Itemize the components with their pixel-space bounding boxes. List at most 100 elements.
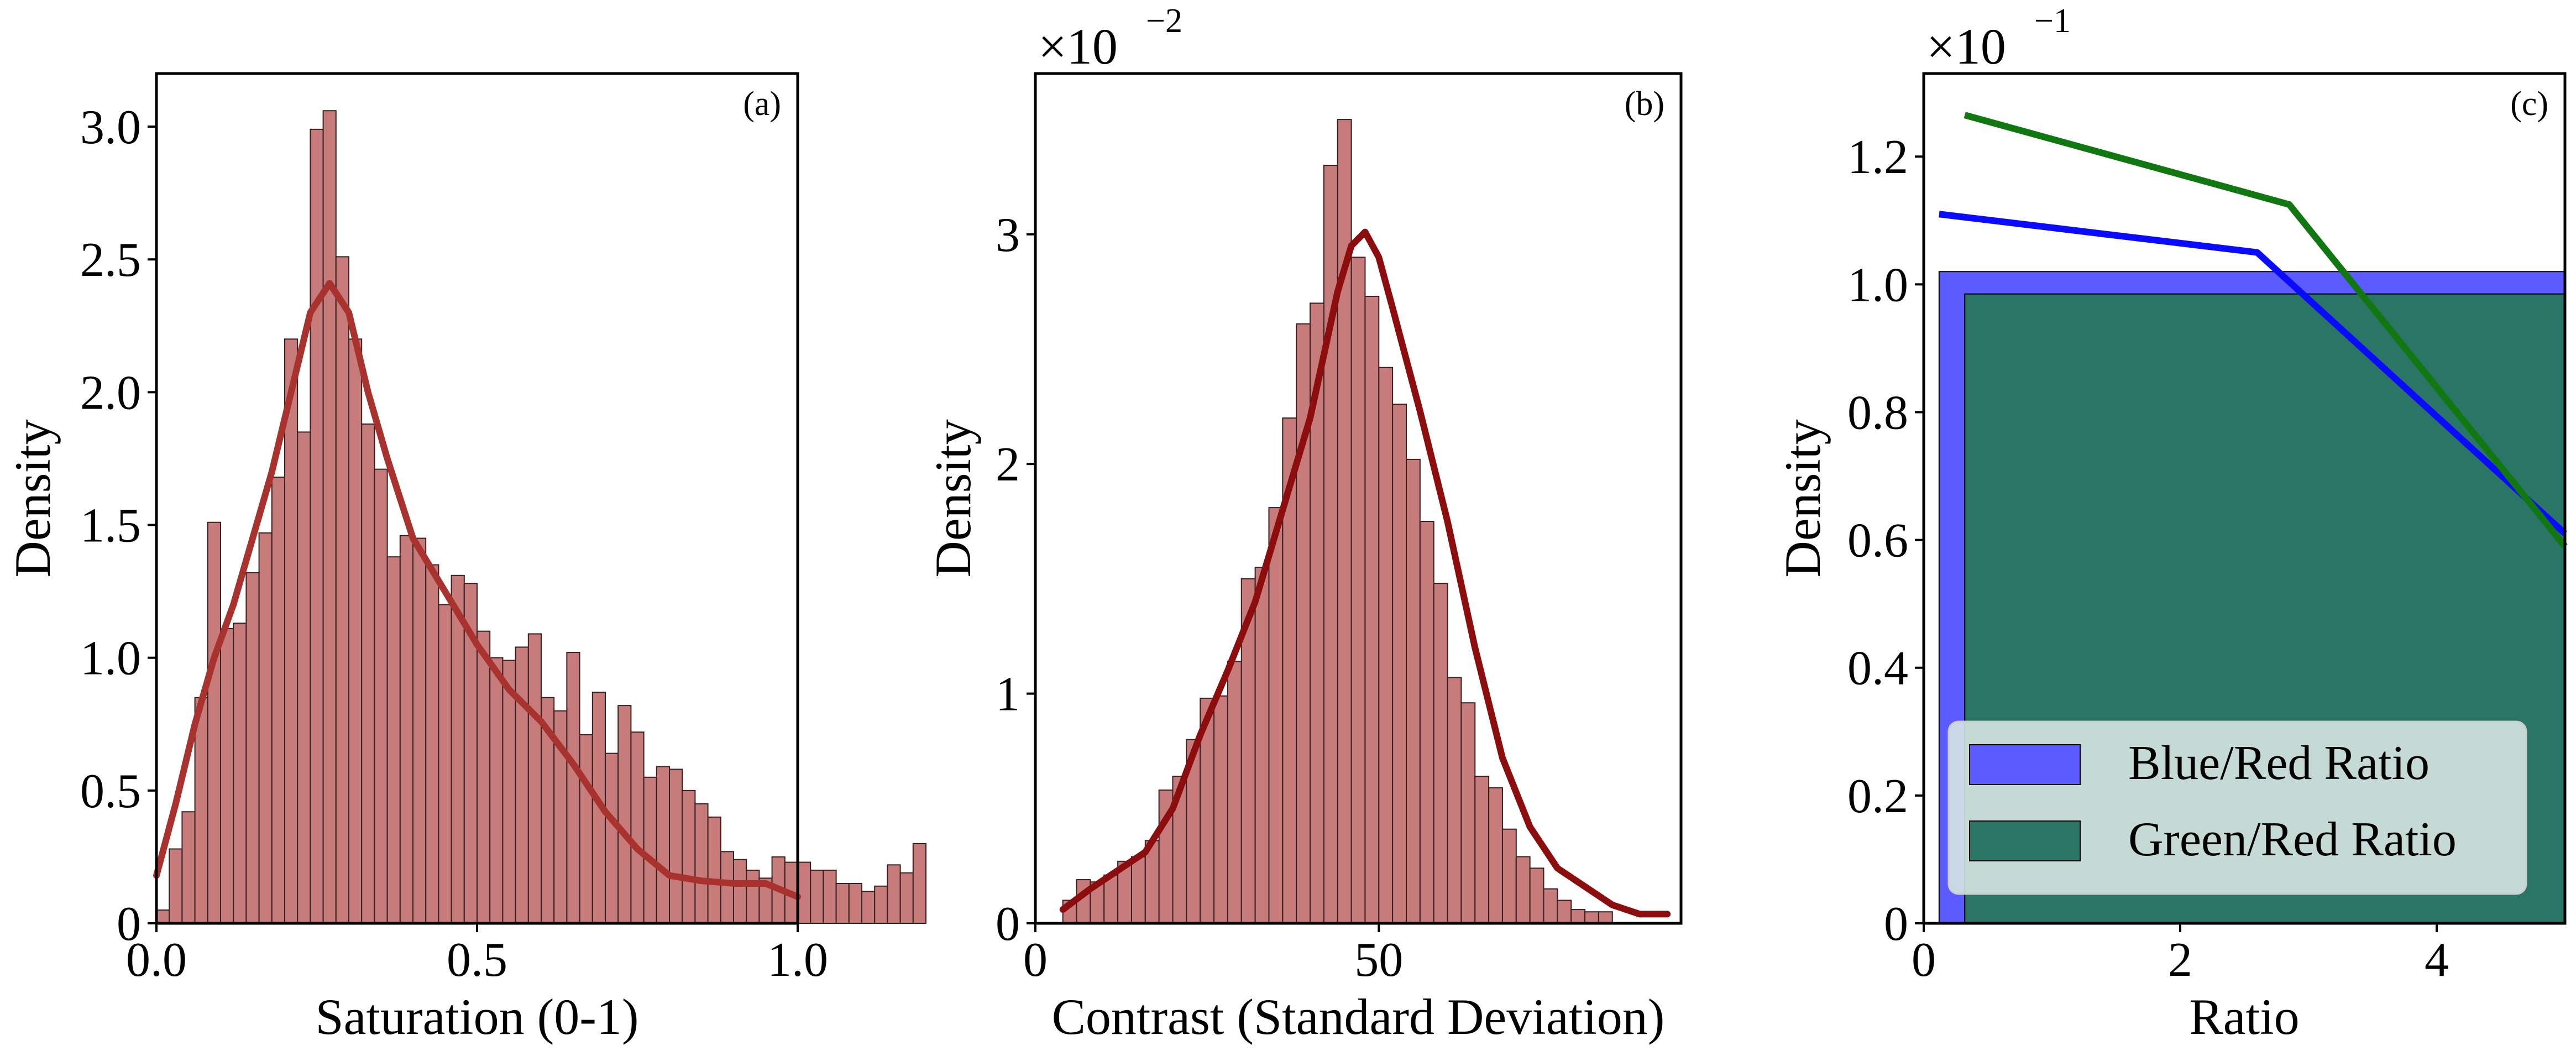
histogram-bar <box>284 338 299 924</box>
y-tick-label: 1 <box>996 668 1020 722</box>
histogram-bar <box>1557 900 1572 924</box>
histogram-bar <box>1515 856 1531 924</box>
histogram-bar <box>566 652 580 924</box>
histogram-bar <box>1130 856 1146 924</box>
plot-frame <box>1034 72 1683 925</box>
histogram-bar <box>694 803 709 924</box>
histogram-bar <box>1501 828 1517 924</box>
ratio-line-green <box>1964 112 2568 548</box>
histogram-bar <box>1213 695 1228 924</box>
plot-frame <box>1922 72 2567 925</box>
y-tick-label: 2.0 <box>80 366 141 420</box>
legend: Blue/Red Ratio Green/Red Ratio <box>1947 720 2527 895</box>
histogram-bar <box>1584 911 1599 924</box>
panel-a-saturation: 0.0 0.5 1.0 0 0.5 1.0 1.5 2.0 2.5 3.0 Saturation (… <box>4 72 927 1045</box>
histogram-bar <box>220 628 234 924</box>
x-axis-label: Contrast (Standard Deviation) <box>1052 989 1665 1045</box>
y-tick-label: 1.2 <box>1847 130 1908 184</box>
histogram-bar <box>669 769 683 924</box>
y-tick-label: 0 <box>117 897 141 951</box>
histogram-bar <box>707 816 721 924</box>
histogram-bar <box>1268 507 1284 924</box>
histogram-bar <box>245 572 260 924</box>
histogram-bar <box>643 776 657 924</box>
histogram-bar <box>374 468 388 924</box>
x-tick-label: 0 <box>1912 933 1936 987</box>
ratio-line-blue <box>1939 211 2568 536</box>
histogram-bar <box>399 535 413 924</box>
histogram-bar <box>527 633 542 924</box>
histogram-bar <box>502 660 516 924</box>
histogram-bar <box>720 851 735 924</box>
histogram-bar <box>1378 367 1394 924</box>
axis-multiplier: ×10 <box>1926 18 2006 75</box>
histogram-bar <box>797 861 811 924</box>
histogram-bar <box>1529 867 1544 924</box>
y-axis-label: Density <box>4 419 61 577</box>
panel-label: (a) <box>743 85 781 123</box>
kde-curve <box>153 280 801 900</box>
histogram-bar <box>861 891 876 924</box>
histogram-bar <box>1337 119 1352 924</box>
histogram-bar <box>258 532 273 924</box>
histogram-bar <box>1323 165 1338 924</box>
histogram-bar <box>835 882 850 924</box>
panel-label: (b) <box>1625 85 1664 123</box>
histogram-bar <box>887 864 901 924</box>
x-tick-label: 0 <box>1023 933 1048 987</box>
histogram-bar <box>489 657 504 924</box>
y-tick-label: 0.8 <box>1847 386 1908 440</box>
x-axis-label: Ratio <box>2189 989 2299 1045</box>
axis-multiplier: ×10 <box>1038 18 1118 75</box>
y-axis-label: Density <box>925 419 981 577</box>
histogram-bar <box>477 630 491 924</box>
histogram-bar <box>310 128 324 924</box>
histogram-bar <box>746 869 760 924</box>
histogram-bar <box>297 431 311 924</box>
histogram-bar <box>1447 677 1462 924</box>
histogram-bar <box>348 338 363 924</box>
y-tick-label: 1.5 <box>80 499 141 553</box>
histogram-bar <box>899 872 914 924</box>
histogram-bar <box>181 811 196 924</box>
histogram-bar <box>207 521 221 924</box>
panel-label: (c) <box>2510 85 2548 123</box>
histogram-bar <box>1392 404 1407 924</box>
panel-c-ratio: Blue/Red Ratio Green/Red Ratio 0 2 4 0 0.2 0.4 0… <box>1774 2 2568 1045</box>
histogram-bar <box>617 705 632 924</box>
y-tick-label: 0.2 <box>1847 770 1908 823</box>
x-tick-label: 4 <box>2425 933 2449 987</box>
y-tick-label: 0.5 <box>80 765 141 818</box>
histogram-bar <box>1350 257 1366 924</box>
kde-curve <box>1059 228 1671 918</box>
y-tick-label: 1.0 <box>1847 258 1908 312</box>
histogram-bar <box>194 697 208 924</box>
histogram-bar <box>271 477 285 924</box>
y-tick-label: 3.0 <box>80 101 141 154</box>
y-axis-label: Density <box>1774 419 1831 577</box>
histogram-bar <box>605 752 619 924</box>
histogram-bar <box>515 646 529 924</box>
x-tick-label: 0.0 <box>126 933 187 987</box>
y-tick-label: 3 <box>996 208 1020 262</box>
y-tick-label: 2 <box>996 438 1020 492</box>
histogram-bar <box>1598 911 1613 924</box>
histogram-bar <box>810 869 824 924</box>
histogram-bar <box>656 766 671 924</box>
histogram-bar <box>1474 776 1490 924</box>
histogram-bar <box>912 843 927 924</box>
histogram-bar <box>1227 661 1242 924</box>
legend-swatch-blue <box>1969 744 2081 785</box>
histogram-bar <box>1488 787 1503 924</box>
histogram-bar <box>848 882 863 924</box>
legend-box <box>1947 720 2527 895</box>
legend-label: Blue/Red Ratio <box>2128 736 2430 790</box>
y-tick-label: 0 <box>1884 897 1908 951</box>
y-tick-label: 0 <box>996 897 1020 951</box>
histogram-bar <box>823 869 837 924</box>
histogram-bar <box>1419 521 1434 924</box>
histogram-bar <box>733 859 747 924</box>
histogram-bar <box>425 564 439 924</box>
y-tick-label: 1.0 <box>80 632 141 686</box>
